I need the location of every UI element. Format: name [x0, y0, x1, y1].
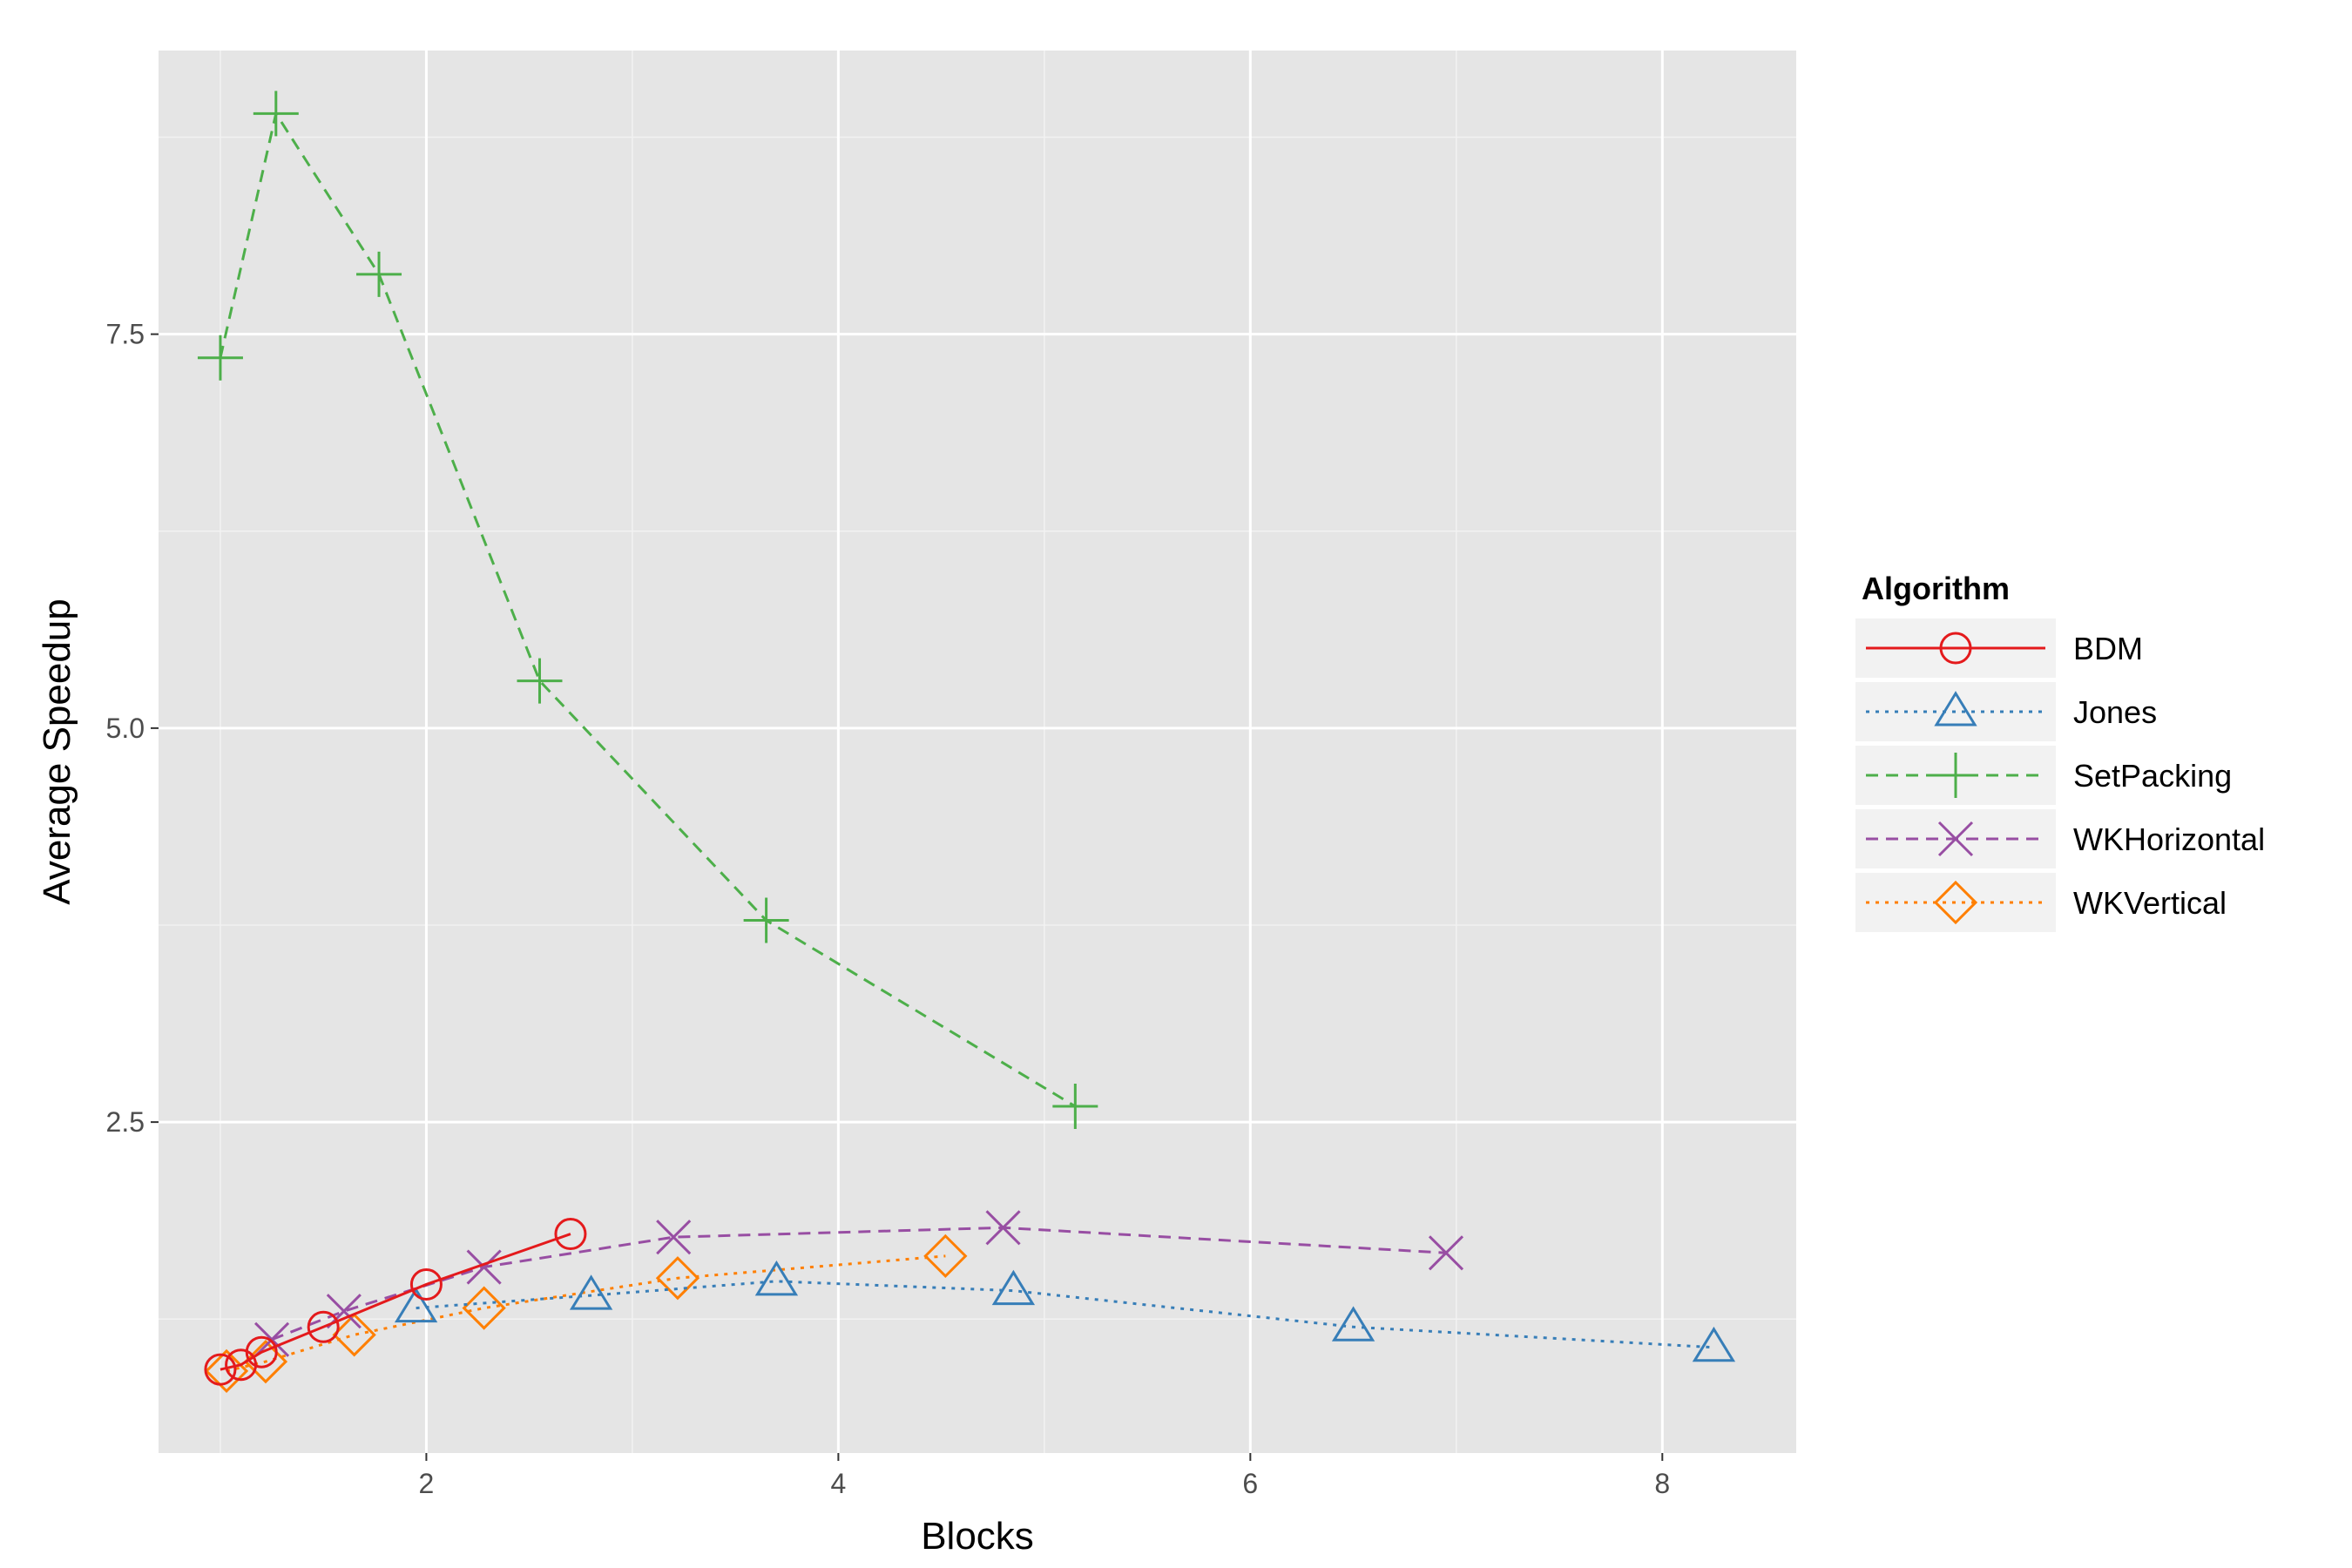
- data-point-bdm: [554, 1218, 587, 1251]
- legend-marker-jones: [1934, 691, 1977, 727]
- legend-label-jones: Jones: [2073, 694, 2157, 730]
- data-point-wkhorizontal: [656, 1220, 692, 1255]
- series-jones: [394, 1260, 1736, 1362]
- legend-marker-setpacking: [1933, 753, 1978, 798]
- data-point-jones: [754, 1260, 799, 1296]
- data-point-setpacking: [356, 251, 402, 297]
- data-point-bdm: [307, 1310, 340, 1343]
- legend-marker-wkvertical: [1933, 880, 1978, 925]
- data-point-jones: [1692, 1326, 1736, 1362]
- series-line-bdm: [220, 1233, 571, 1371]
- x-tick-label: 8: [1654, 1468, 1670, 1499]
- series-line-jones: [416, 1280, 1714, 1349]
- data-point-setpacking: [1052, 1084, 1098, 1130]
- legend-marker-wkhorizontal: [1937, 821, 1974, 857]
- legend-item-jones: Jones: [1854, 680, 2157, 743]
- y-tick-label: 5.0: [106, 713, 145, 744]
- legend-marker-bdm: [1939, 632, 1972, 665]
- legend-title: Algorithm: [1862, 571, 2010, 606]
- legend-items: BDM Jones SetPacking WKHorizontal WKVertical: [1854, 617, 2265, 934]
- data-point-wkhorizontal: [985, 1210, 1021, 1246]
- data-point-wkvertical: [332, 1313, 376, 1357]
- legend: Algorithm BDM Jones SetPacking WKHorizontal…: [1854, 571, 2265, 934]
- y-axis-title: Average Speedup: [36, 598, 78, 904]
- legend-label-setpacking: SetPacking: [2073, 758, 2232, 794]
- data-point-wkvertical: [923, 1233, 968, 1278]
- legend-item-bdm: BDM: [1854, 617, 2143, 679]
- series-bdm: [204, 1218, 587, 1386]
- data-point-wkvertical: [655, 1256, 700, 1301]
- legend-item-wkhorizontal: WKHorizontal: [1854, 808, 2265, 870]
- y-tick-label: 2.5: [106, 1106, 145, 1138]
- series-line-setpacking: [219, 110, 1077, 1108]
- data-point-bdm: [409, 1267, 443, 1301]
- data-point-jones: [394, 1287, 438, 1323]
- data-point-wkhorizontal: [1428, 1235, 1464, 1271]
- data-point-wkvertical: [462, 1286, 506, 1330]
- grid-major: [159, 51, 1796, 1453]
- series-wkvertical: [204, 1233, 968, 1394]
- legend-label-wkvertical: WKVertical: [2073, 885, 2227, 921]
- x-tick-label: 2: [419, 1468, 435, 1499]
- series-layer: [197, 91, 1736, 1394]
- legend-item-setpacking: SetPacking: [1854, 744, 2232, 807]
- axes: 2 4 6 8 2.5 5.0 7.5: [106, 319, 1671, 1499]
- data-point-jones: [569, 1274, 613, 1310]
- x-axis-title: Blocks: [921, 1515, 1034, 1558]
- data-point-setpacking: [517, 658, 563, 704]
- legend-label-bdm: BDM: [2073, 631, 2143, 666]
- data-point-bdm: [204, 1353, 237, 1386]
- y-tick-label: 7.5: [106, 319, 145, 350]
- legend-label-wkhorizontal: WKHorizontal: [2073, 821, 2265, 857]
- data-point-jones: [1331, 1306, 1375, 1342]
- data-point-bdm: [245, 1335, 278, 1369]
- data-point-setpacking: [197, 335, 243, 381]
- data-point-wkhorizontal: [254, 1321, 290, 1357]
- series-setpacking: [197, 91, 1098, 1130]
- data-point-setpacking: [253, 91, 299, 137]
- data-point-wkhorizontal: [466, 1249, 502, 1285]
- x-tick-label: 6: [1242, 1468, 1258, 1499]
- legend-item-wkvertical: WKVertical: [1854, 871, 2227, 934]
- plot-panel: [159, 51, 1796, 1453]
- data-point-setpacking: [743, 897, 789, 943]
- data-point-jones: [991, 1269, 1036, 1306]
- x-tick-label: 4: [830, 1468, 846, 1499]
